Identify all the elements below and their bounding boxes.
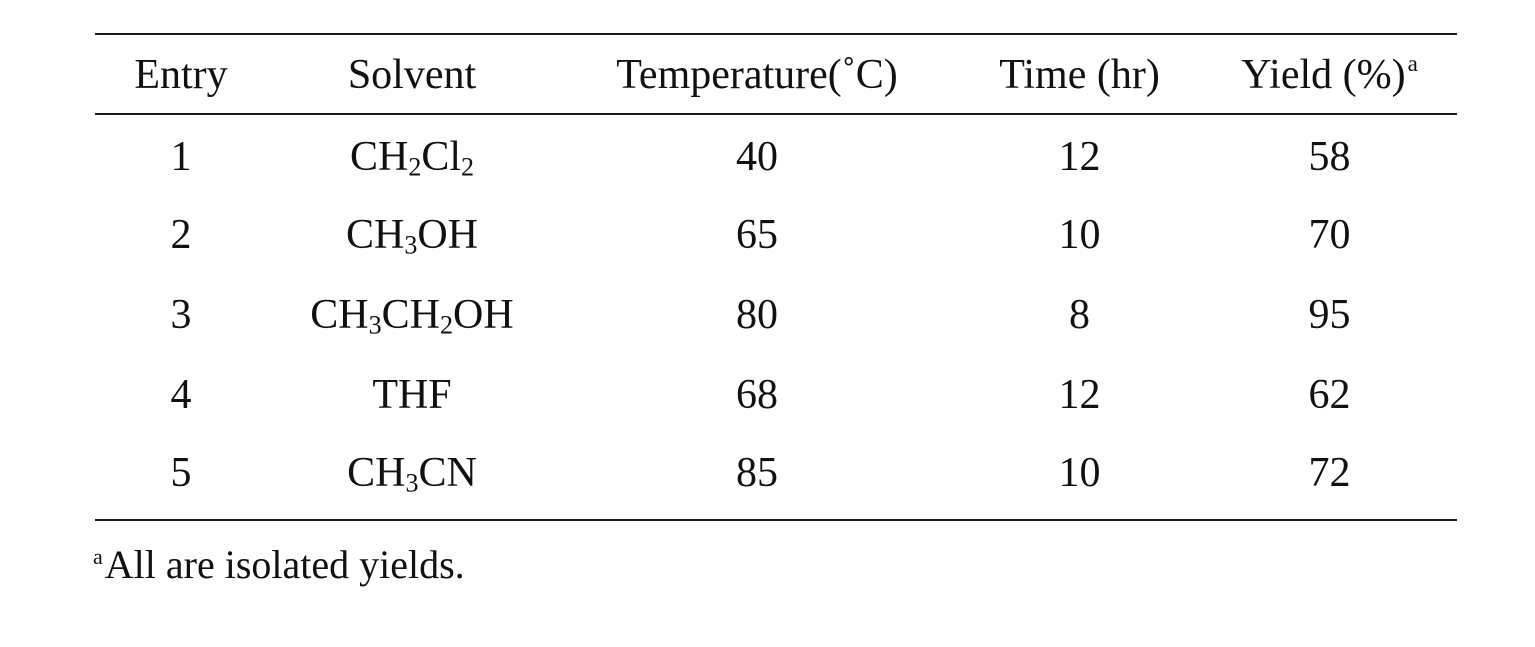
footnote-text: All are isolated yields.	[104, 542, 465, 587]
table-row: 3 CH3CH2OH 80 8 95	[95, 275, 1457, 355]
header-entry: Entry	[134, 52, 228, 98]
table-row: 4 THF 68 12 62	[95, 355, 1457, 435]
solvent-part: CH	[345, 212, 405, 258]
solvent-part: CN	[418, 450, 477, 496]
solvent-part: OH	[417, 212, 479, 258]
cell-yield: 95	[1308, 292, 1351, 338]
header-time: Time (hr)	[999, 52, 1160, 98]
header-solvent: Solvent	[347, 52, 477, 98]
cell-solvent: CH3CN	[267, 450, 557, 496]
cell-entry: 5	[170, 450, 192, 496]
cell-entry: 3	[170, 292, 192, 338]
solvent-part: CH	[310, 292, 369, 338]
cell-yield: 58	[1308, 134, 1351, 180]
table-row: 1 CH2Cl2 40 12 58	[95, 117, 1457, 197]
cell-entry: 1	[170, 134, 192, 180]
table-row: 2 CH3OH 65 10 70	[95, 195, 1457, 275]
solvent-part: CH	[349, 134, 409, 180]
cell-yield: 72	[1308, 450, 1351, 496]
cell-temperature: 80	[736, 292, 778, 338]
cell-time: 12	[1058, 372, 1101, 418]
solvent-part: THF	[372, 372, 452, 418]
solvent-part: OH	[453, 292, 514, 338]
solvent-part: Cl	[421, 134, 462, 180]
cell-entry: 2	[170, 212, 192, 258]
cell-yield: 62	[1308, 372, 1351, 418]
cell-solvent: CH2Cl2	[267, 134, 557, 180]
table-footnote: aAll are isolated yields.	[93, 545, 465, 585]
table-header-row: Entry Solvent Temperature(˚C) Time (hr) …	[95, 37, 1457, 113]
table-header-rule	[95, 113, 1457, 115]
cell-solvent: CH3CH2OH	[267, 292, 557, 338]
cell-entry: 4	[170, 372, 192, 418]
solvent-subscript: 3	[368, 310, 382, 340]
solvent-part: CH	[347, 450, 406, 496]
header-yield: Yield (%)a	[1202, 51, 1457, 98]
table-bottom-rule	[95, 519, 1457, 521]
cell-time: 10	[1058, 450, 1101, 496]
table-top-rule	[95, 33, 1457, 35]
cell-solvent: THF	[267, 374, 557, 416]
footnote-marker: a	[93, 543, 103, 569]
cell-solvent: CH3OH	[267, 212, 557, 258]
cell-temperature: 85	[736, 450, 778, 496]
header-temperature: Temperature(˚C)	[616, 52, 898, 98]
header-yield-footnote-marker: a	[1407, 49, 1418, 76]
solvent-subscript: 2	[440, 310, 454, 340]
cell-time: 12	[1058, 134, 1101, 180]
cell-temperature: 65	[736, 212, 778, 258]
cell-time: 10	[1058, 212, 1101, 258]
header-yield-label: Yield (%)	[1241, 52, 1406, 98]
cell-temperature: 68	[736, 372, 778, 418]
cell-time: 8	[1069, 292, 1090, 338]
solvent-subscript: 3	[405, 468, 419, 498]
cell-temperature: 40	[736, 134, 778, 180]
solvent-subscript: 2	[408, 152, 422, 182]
solvent-part: CH	[381, 292, 441, 338]
solvent-subscript: 3	[404, 230, 418, 260]
solvent-subscript: 2	[461, 152, 475, 182]
cell-yield: 70	[1308, 212, 1351, 258]
table-row: 5 CH3CN 85 10 72	[95, 433, 1457, 513]
